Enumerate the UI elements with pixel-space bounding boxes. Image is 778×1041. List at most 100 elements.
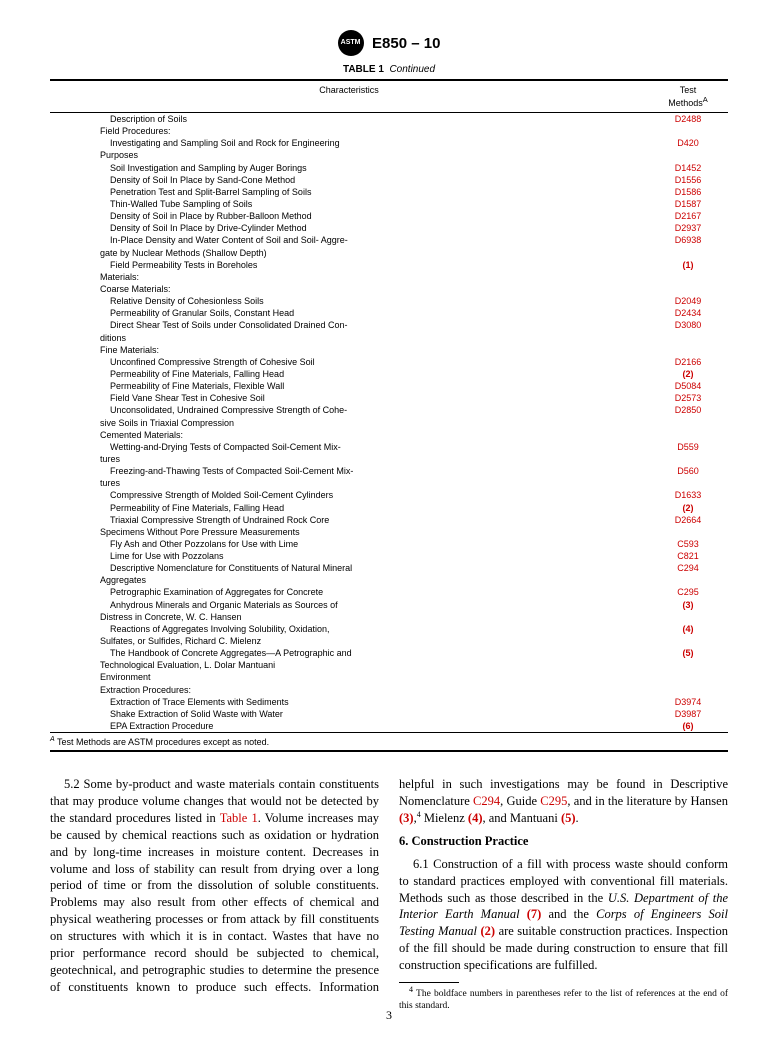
row-characteristic: Density of Soil in Place by Rubber-Ballo…	[50, 210, 648, 222]
method-link[interactable]: (2)	[648, 368, 728, 380]
table-row: Extraction Procedures:	[50, 684, 728, 696]
row-characteristic: Aggregates	[50, 574, 648, 586]
method-cell	[648, 635, 728, 647]
row-characteristic: Field Permeability Tests in Boreholes	[50, 259, 648, 271]
method-link[interactable]: (4)	[648, 623, 728, 635]
method-link[interactable]: D6938	[648, 234, 728, 246]
row-characteristic: Investigating and Sampling Soil and Rock…	[50, 137, 648, 149]
method-cell	[648, 659, 728, 671]
table-row: Freezing-and-Thawing Tests of Compacted …	[50, 465, 728, 477]
row-characteristic: Triaxial Compressive Strength of Undrain…	[50, 514, 648, 526]
method-link[interactable]: D2166	[648, 356, 728, 368]
row-characteristic: Anhydrous Minerals and Organic Materials…	[50, 599, 648, 611]
col-characteristics: Characteristics	[50, 85, 648, 108]
table-row: gate by Nuclear Methods (Shallow Depth)	[50, 247, 728, 259]
method-link[interactable]: D2664	[648, 514, 728, 526]
method-link[interactable]: C294	[648, 562, 728, 574]
method-link[interactable]: (2)	[648, 502, 728, 514]
method-cell	[648, 344, 728, 356]
method-link[interactable]: D1633	[648, 489, 728, 501]
row-characteristic: gate by Nuclear Methods (Shallow Depth)	[50, 247, 648, 259]
table-row: Direct Shear Test of Soils under Consoli…	[50, 319, 728, 331]
method-cell	[648, 671, 728, 683]
row-characteristic: Penetration Test and Split-Barrel Sampli…	[50, 186, 648, 198]
method-link[interactable]: D2434	[648, 307, 728, 319]
method-cell	[648, 417, 728, 429]
method-link[interactable]: C295	[648, 586, 728, 598]
method-link[interactable]: (3)	[648, 599, 728, 611]
row-characteristic: Description of Soils	[50, 113, 648, 125]
method-link[interactable]: D2937	[648, 222, 728, 234]
ref-5-link[interactable]: (5)	[561, 811, 576, 825]
table-row: Fine Materials:	[50, 344, 728, 356]
table-row: Wetting-and-Drying Tests of Compacted So…	[50, 441, 728, 453]
method-link[interactable]: (6)	[648, 720, 728, 732]
row-characteristic: Distress in Concrete, W. C. Hansen	[50, 611, 648, 623]
table-row: Reactions of Aggregates Involving Solubi…	[50, 623, 728, 635]
table-row: Penetration Test and Split-Barrel Sampli…	[50, 186, 728, 198]
table-continued: Continued	[389, 64, 435, 75]
method-cell	[648, 271, 728, 283]
table-row: Field Procedures:	[50, 125, 728, 137]
ref-3-link[interactable]: (3)	[399, 811, 414, 825]
method-link[interactable]: D1556	[648, 174, 728, 186]
row-characteristic: Descriptive Nomenclature for Constituent…	[50, 562, 648, 574]
astm-logo-icon: ASTM	[338, 30, 364, 56]
table-row: tures	[50, 453, 728, 465]
ref-4-link[interactable]: (4)	[468, 811, 483, 825]
method-cell	[648, 149, 728, 161]
method-link[interactable]: D3987	[648, 708, 728, 720]
method-link[interactable]: D420	[648, 137, 728, 149]
doc-header: ASTM E850 – 10	[50, 30, 728, 56]
table-row: Purposes	[50, 149, 728, 161]
row-characteristic: Extraction Procedures:	[50, 684, 648, 696]
ref-2-link[interactable]: (2)	[481, 924, 496, 938]
method-cell	[648, 247, 728, 259]
footnote-rule	[399, 982, 459, 983]
table-row: Aggregates	[50, 574, 728, 586]
method-link[interactable]: D560	[648, 465, 728, 477]
method-cell	[648, 684, 728, 696]
table-row: Lime for Use with PozzolansC821	[50, 550, 728, 562]
method-link[interactable]: D2573	[648, 392, 728, 404]
row-characteristic: Field Vane Shear Test in Cohesive Soil	[50, 392, 648, 404]
table-end-rule	[50, 750, 728, 752]
method-link[interactable]: C593	[648, 538, 728, 550]
table-footnote: A Test Methods are ASTM procedures excep…	[50, 733, 728, 750]
method-link[interactable]: D2049	[648, 295, 728, 307]
ref-c295-link[interactable]: C295	[540, 794, 567, 808]
method-link[interactable]: D2488	[648, 113, 728, 125]
row-characteristic: Reactions of Aggregates Involving Solubi…	[50, 623, 648, 635]
row-characteristic: Thin-Walled Tube Sampling of Soils	[50, 198, 648, 210]
row-characteristic: Purposes	[50, 149, 648, 161]
method-link[interactable]: D559	[648, 441, 728, 453]
row-characteristic: Fine Materials:	[50, 344, 648, 356]
method-link[interactable]: C821	[648, 550, 728, 562]
method-link[interactable]: D1452	[648, 162, 728, 174]
method-link[interactable]: D3974	[648, 696, 728, 708]
table-row: Triaxial Compressive Strength of Undrain…	[50, 514, 728, 526]
method-link[interactable]: (1)	[648, 259, 728, 271]
row-characteristic: Freezing-and-Thawing Tests of Compacted …	[50, 465, 648, 477]
table-row: Density of Soil In Place by Sand-Cone Me…	[50, 174, 728, 186]
row-characteristic: Extraction of Trace Elements with Sedime…	[50, 696, 648, 708]
table-row: Fly Ash and Other Pozzolans for Use with…	[50, 538, 728, 550]
row-characteristic: Relative Density of Cohesionless Soils	[50, 295, 648, 307]
method-link[interactable]: D2850	[648, 404, 728, 416]
method-link[interactable]: D5084	[648, 380, 728, 392]
body-text: 5.2 Some by-product and waste materials …	[50, 776, 728, 1012]
table-ref-link[interactable]: Table 1	[220, 811, 258, 825]
row-characteristic: Wetting-and-Drying Tests of Compacted So…	[50, 441, 648, 453]
ref-c294-link[interactable]: C294	[473, 794, 500, 808]
method-link[interactable]: D3080	[648, 319, 728, 331]
table-row: Unconsolidated, Undrained Compressive St…	[50, 404, 728, 416]
method-link[interactable]: D2167	[648, 210, 728, 222]
table-row: Shake Extraction of Solid Waste with Wat…	[50, 708, 728, 720]
table-row: Description of SoilsD2488	[50, 113, 728, 125]
method-link[interactable]: D1586	[648, 186, 728, 198]
method-link[interactable]: (5)	[648, 647, 728, 659]
table-row: Relative Density of Cohesionless SoilsD2…	[50, 295, 728, 307]
row-characteristic: Permeability of Fine Materials, Flexible…	[50, 380, 648, 392]
method-link[interactable]: D1587	[648, 198, 728, 210]
ref-7-link[interactable]: (7)	[527, 907, 542, 921]
